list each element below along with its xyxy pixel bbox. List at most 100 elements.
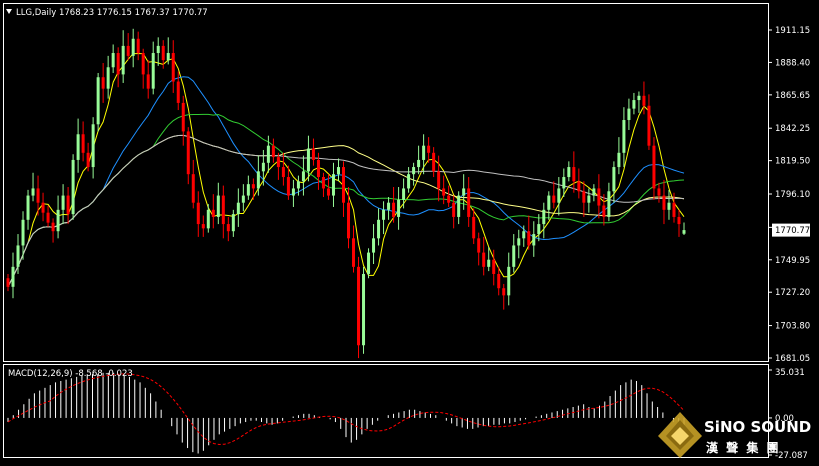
candle: [316, 152, 320, 190]
candle-body: [216, 195, 220, 217]
candle-body: [622, 120, 626, 153]
candle-body: [271, 145, 275, 158]
candle: [527, 215, 531, 250]
candle-body: [447, 195, 451, 203]
candle-body: [161, 45, 165, 61]
candle-body: [46, 212, 50, 223]
candle-body: [472, 216, 476, 239]
candle: [271, 138, 275, 163]
candle: [612, 161, 616, 203]
candle-body: [667, 202, 671, 210]
candle: [647, 94, 651, 150]
candle: [211, 194, 215, 229]
candle: [532, 221, 536, 257]
candle-body: [141, 53, 145, 75]
candle-body: [532, 234, 536, 246]
candle-body: [91, 124, 95, 168]
ma-slow-line: [7, 134, 685, 288]
candle-body: [552, 195, 556, 203]
candle: [301, 155, 305, 196]
candle: [101, 62, 105, 103]
candle: [61, 184, 65, 225]
candle-body: [567, 167, 571, 178]
candle: [562, 168, 566, 197]
candle: [582, 181, 586, 217]
candle-body: [206, 209, 210, 229]
candle-body: [331, 174, 335, 196]
candle: [402, 178, 406, 209]
candle: [151, 41, 155, 95]
candle: [336, 158, 340, 182]
price-tick-label: 1842.25: [775, 124, 810, 134]
candle: [266, 135, 270, 173]
candle: [587, 188, 591, 213]
candle: [662, 179, 666, 225]
candle: [11, 252, 15, 299]
candle: [166, 37, 170, 65]
candle-body: [517, 238, 521, 246]
candle: [171, 40, 175, 93]
candle: [236, 188, 240, 227]
candle: [352, 225, 356, 273]
current-price-marker: 1770.77: [772, 223, 810, 237]
candle-body: [452, 202, 456, 217]
candle-body: [377, 219, 381, 239]
candle: [422, 134, 426, 175]
candle: [56, 195, 60, 239]
candle: [677, 209, 681, 237]
candle: [111, 44, 115, 73]
candle: [201, 215, 205, 237]
price-panel[interactable]: [3, 3, 769, 362]
candle-body: [382, 209, 386, 220]
candle-body: [301, 171, 305, 182]
candle: [392, 187, 396, 223]
candle-body: [347, 202, 351, 239]
candle: [682, 222, 686, 235]
candle: [36, 175, 40, 216]
macd-histogram: [7, 372, 685, 454]
candle-body: [392, 202, 396, 217]
candle-body: [151, 53, 155, 89]
candle: [251, 178, 255, 200]
candle: [557, 177, 561, 216]
candle-body: [662, 195, 666, 210]
candle: [522, 225, 526, 247]
candle-body: [251, 184, 255, 189]
candle-body: [246, 184, 250, 196]
candle: [652, 137, 656, 200]
candle-body: [231, 214, 235, 232]
candle-body: [321, 177, 325, 189]
candle: [442, 175, 446, 205]
candle-body: [422, 145, 426, 160]
candle: [427, 137, 431, 163]
candle: [21, 211, 25, 260]
candle: [191, 159, 195, 209]
candle-body: [537, 224, 541, 235]
triangle-down-icon[interactable]: [6, 9, 12, 14]
candle: [121, 30, 125, 83]
candle-body: [527, 231, 531, 246]
candle: [452, 195, 456, 229]
candle: [457, 191, 461, 225]
candle: [216, 182, 220, 225]
candle-body: [201, 224, 205, 229]
candle-body: [362, 273, 366, 346]
candle: [291, 179, 295, 207]
macd-tick-label: 0.00: [775, 414, 794, 424]
candle-body: [286, 177, 290, 196]
candle-body: [71, 159, 75, 215]
candle: [136, 31, 140, 61]
candle: [507, 252, 511, 306]
candle: [407, 167, 411, 193]
macd-panel[interactable]: [3, 364, 769, 458]
candle-body: [572, 167, 576, 182]
price-tick-label: 1796.10: [775, 190, 810, 200]
candle-body: [612, 167, 616, 192]
candle-body: [507, 266, 511, 296]
candle-body: [241, 195, 245, 203]
candle-body: [31, 188, 35, 196]
candle-body: [81, 134, 85, 153]
candle-body: [557, 188, 561, 203]
